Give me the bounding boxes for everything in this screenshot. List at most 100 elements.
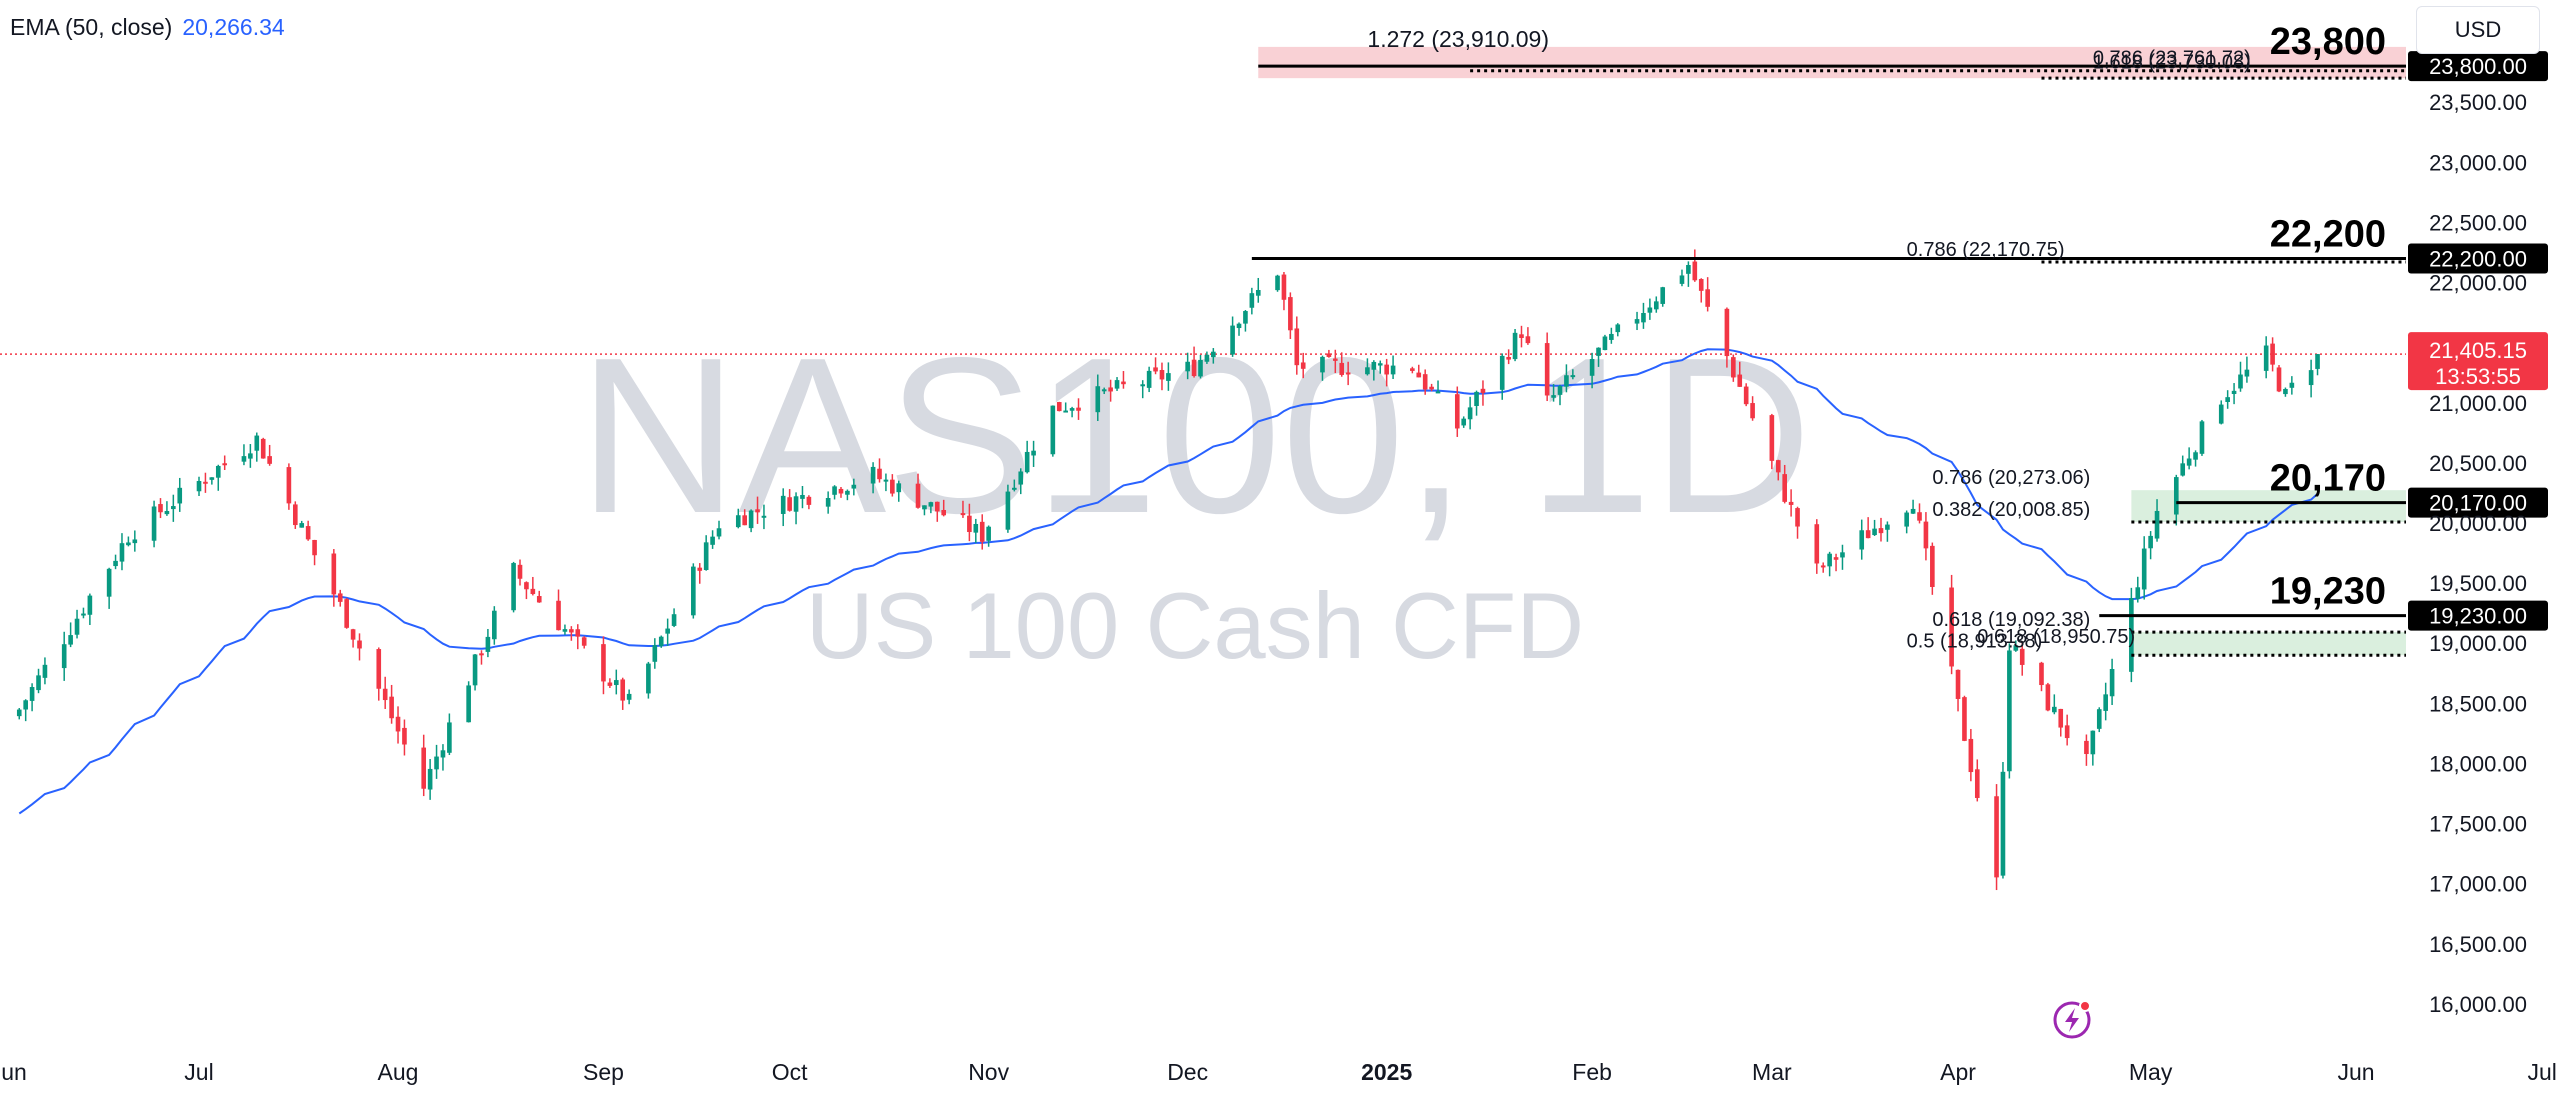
candle: [883, 473, 889, 492]
x-tick-label: Jul: [184, 1059, 213, 1085]
candle: [620, 677, 626, 710]
fib-label: 0.786 (23,761.72): [2093, 48, 2251, 70]
candle: [1108, 379, 1113, 402]
currency-button[interactable]: USD: [2416, 6, 2540, 54]
candle: [1769, 413, 1775, 470]
candle: [800, 485, 805, 509]
candle: [2225, 390, 2230, 409]
axis-tag-19,230: [2408, 600, 2548, 631]
candle: [1904, 510, 1909, 534]
candle: [1551, 384, 1556, 402]
candle: [1211, 348, 1216, 364]
candle: [1024, 440, 1030, 474]
candle: [1191, 346, 1197, 378]
candle: [479, 650, 484, 665]
candle: [1506, 349, 1511, 365]
candle: [2064, 714, 2070, 746]
candle: [1365, 358, 1370, 376]
x-tick-label: Apr: [1940, 1059, 1976, 1085]
candle: [1705, 277, 1710, 312]
candle: [1679, 269, 1685, 287]
candle: [691, 563, 696, 619]
candle: [1596, 347, 1601, 367]
candle: [421, 734, 427, 797]
indicator-legend[interactable]: EMA (50, close) 20,266.34: [10, 14, 285, 41]
candle: [1281, 271, 1287, 311]
candle: [986, 525, 991, 547]
candle: [312, 539, 317, 566]
candle: [382, 676, 388, 710]
candle: [1865, 517, 1871, 539]
zone-green-2: [2131, 632, 2406, 656]
y-tick-label: 20,000.00: [2429, 511, 2527, 536]
candle: [113, 554, 118, 570]
candle: [1872, 519, 1877, 537]
candle: [626, 689, 632, 705]
candle: [1589, 352, 1595, 389]
candle: [2154, 499, 2160, 542]
candle: [1788, 489, 1794, 517]
x-tick-label: 2025: [1361, 1059, 1412, 1085]
candle: [755, 496, 760, 524]
candle: [569, 626, 574, 641]
candle: [556, 589, 561, 631]
lightning-icon[interactable]: [2052, 998, 2094, 1040]
candle: [292, 501, 298, 529]
x-tick-label: un: [1, 1059, 27, 1085]
fib-label: 0.786 (20,273.06): [1932, 467, 2090, 489]
candle: [1609, 327, 1614, 344]
candle: [1795, 506, 1800, 539]
candle: [1724, 307, 1730, 368]
candle: [941, 499, 947, 517]
candle: [1564, 364, 1569, 393]
candle: [1300, 352, 1306, 379]
candle: [1056, 401, 1062, 412]
candle: [1390, 355, 1396, 380]
candle: [1063, 402, 1068, 413]
fib-label: 0.618 (19,092.38): [1932, 609, 2090, 631]
candle: [286, 463, 292, 510]
candle: [575, 624, 581, 650]
candle: [376, 647, 382, 701]
candle: [2013, 640, 2019, 652]
candle: [1410, 366, 1415, 374]
level-label-22,200: 22,200: [2270, 213, 2386, 255]
y-tick-label: 18,500.00: [2429, 691, 2527, 716]
candle: [1198, 354, 1203, 379]
candle: [466, 681, 471, 723]
zone-red-0: [1258, 46, 2406, 79]
candle: [697, 563, 703, 584]
candle: [1018, 468, 1024, 495]
candle: [2039, 661, 2044, 692]
candle: [1910, 499, 1916, 514]
candle: [1570, 369, 1576, 380]
x-tick-label: Sep: [583, 1059, 624, 1085]
candle: [1480, 380, 1486, 406]
candle: [1416, 364, 1422, 378]
candle: [896, 480, 902, 502]
candle: [703, 535, 709, 571]
candle: [1930, 542, 1935, 595]
candle: [1069, 406, 1075, 418]
candle: [1994, 784, 1999, 891]
candle: [1467, 396, 1473, 430]
zones-layer: [0, 46, 2406, 656]
candle: [1140, 380, 1146, 399]
x-tick-label: Aug: [378, 1059, 419, 1085]
candle: [2129, 587, 2134, 683]
legend-name: EMA (50, close): [10, 14, 173, 40]
candle: [164, 501, 170, 516]
candle: [1474, 390, 1479, 416]
candle: [209, 477, 215, 485]
level-label-20,170: 20,170: [2270, 458, 2386, 500]
candle: [1962, 695, 1967, 742]
candle: [607, 678, 613, 688]
candle: [1326, 349, 1332, 358]
candle: [1660, 286, 1666, 307]
candle: [1737, 361, 1743, 387]
candle: [1461, 416, 1467, 428]
candle: [2244, 356, 2250, 383]
candle: [832, 485, 837, 500]
candle: [1602, 334, 1608, 351]
